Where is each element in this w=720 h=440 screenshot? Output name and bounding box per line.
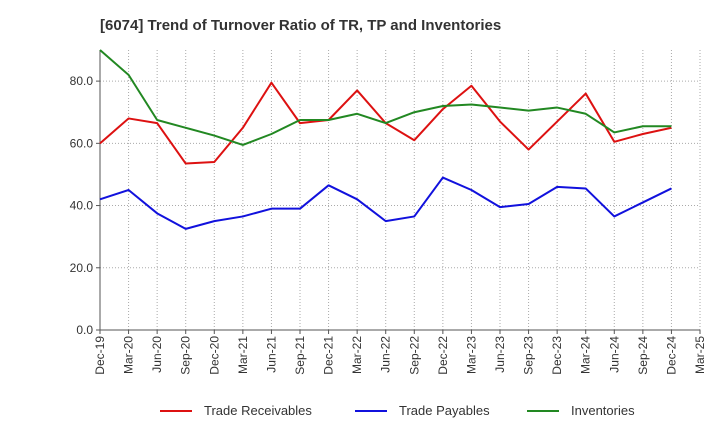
x-tick-label: Mar-22 bbox=[350, 336, 364, 374]
x-tick-label: Dec-20 bbox=[207, 336, 221, 375]
x-tick-label: Sep-20 bbox=[179, 336, 193, 375]
legend-label-inventories: Inventories bbox=[571, 403, 635, 418]
x-tick-label: Dec-23 bbox=[550, 336, 564, 375]
x-tick-label: Jun-23 bbox=[493, 336, 507, 373]
y-tick-label: 60.0 bbox=[70, 136, 94, 150]
x-tick-label: Dec-22 bbox=[436, 336, 450, 375]
y-tick-label: 80.0 bbox=[70, 74, 94, 88]
x-tick-label: Sep-23 bbox=[522, 336, 536, 375]
y-tick-label: 0.0 bbox=[76, 323, 93, 337]
legend-label-trade-payables: Trade Payables bbox=[399, 403, 490, 418]
y-tick-label: 40.0 bbox=[70, 199, 94, 213]
x-tick-label: Jun-24 bbox=[607, 336, 621, 373]
legend: Trade Receivables Trade Payables Inventori… bbox=[160, 403, 635, 418]
x-tick-label: Sep-22 bbox=[407, 336, 421, 375]
x-tick-label: Jun-22 bbox=[379, 336, 393, 373]
chart-title: [6074] Trend of Turnover Ratio of TR, TP… bbox=[100, 17, 501, 34]
x-tick-label: Sep-21 bbox=[293, 336, 307, 375]
legend-label-trade-receivables: Trade Receivables bbox=[204, 403, 312, 418]
grid-lines bbox=[99, 50, 701, 331]
x-tick-label: Dec-21 bbox=[322, 336, 336, 375]
y-tick-labels: 0.0 20.0 40.0 60.0 80.0 bbox=[70, 74, 100, 337]
x-tick-label: Jun-20 bbox=[150, 336, 164, 373]
x-tick-labels: Dec-19 Mar-20 Jun-20 Sep-20 Dec-20 Mar-21 Jun-… bbox=[93, 330, 707, 375]
x-tick-label: Jun-21 bbox=[264, 336, 278, 373]
x-tick-label: Mar-23 bbox=[464, 336, 478, 374]
series-lines bbox=[99, 49, 672, 230]
x-tick-label: Sep-24 bbox=[636, 336, 650, 375]
series-line-inventories bbox=[99, 49, 672, 146]
x-tick-label: Mar-25 bbox=[693, 336, 707, 374]
x-tick-label: Dec-19 bbox=[93, 336, 107, 375]
x-tick-label: Mar-24 bbox=[579, 336, 593, 374]
y-tick-label: 20.0 bbox=[70, 261, 94, 275]
axes bbox=[99, 50, 700, 331]
x-tick-label: Dec-24 bbox=[664, 336, 678, 375]
x-tick-label: Mar-20 bbox=[122, 336, 136, 374]
series-line-trade-payables bbox=[99, 176, 672, 230]
x-tick-label: Mar-21 bbox=[236, 336, 250, 374]
